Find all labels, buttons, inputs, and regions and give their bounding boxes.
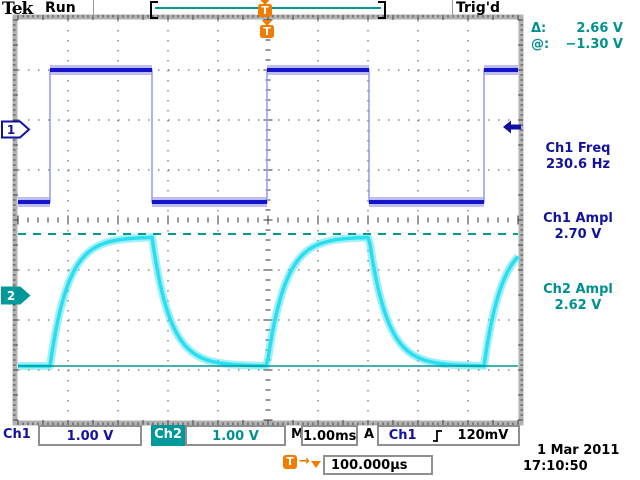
record-view-bracket-right (378, 1, 386, 19)
svg-text:T: T (263, 25, 271, 38)
date-readout: 1 Mar 2011 (537, 443, 620, 458)
measurement-value: 2.62 V (554, 298, 602, 313)
trigger-source: Ch1 (388, 427, 417, 443)
ch1-label: Ch1 (3, 427, 31, 442)
measurement-label: Ch2 Ampl (543, 282, 613, 297)
trigger-delay-icon: T (283, 455, 297, 469)
trigger-position-icon (260, 25, 274, 38)
time-readout: 17:10:50 (523, 459, 588, 474)
ch1-trace-edges (18, 69, 518, 203)
cursor-at-value: −1.30 V (565, 37, 623, 52)
cursor-at-row: @: −1.30 V (531, 37, 623, 53)
ch2-ground-marker: 2 (1, 286, 31, 305)
trigger-markers: TT (258, 0, 521, 134)
cursor-readout: Δ: 2.66 V @: −1.30 V (531, 21, 623, 53)
ch1-ground-marker: 1 (1, 120, 31, 139)
ch2-trace-glow (16, 233, 522, 370)
trigger-level-readout: 120mV (457, 427, 509, 443)
svg-text:T: T (261, 4, 269, 17)
ch2-scale-readout: 1.00 V (185, 425, 286, 446)
record-view-bracket-left (150, 1, 158, 19)
measurement-value: 230.6 Hz (545, 157, 611, 172)
ch2-label: Ch2 (151, 425, 185, 446)
measurement-ch1-ampl: Ch1 Ampl 2.70 V (522, 211, 634, 243)
measurement-ch2-ampl: Ch2 Ampl 2.62 V (522, 282, 634, 314)
trigger-level-arrow (503, 120, 521, 134)
trigger-readout: Ch1 120mV (377, 425, 520, 446)
header-divider (452, 0, 453, 17)
acquisition-status: Run (45, 0, 76, 16)
timebase-label: M (291, 427, 304, 442)
voltage-cursors (18, 233, 518, 367)
cursor-at-label: @: (531, 37, 550, 52)
ch1-trace-glow (18, 65, 518, 207)
header-divider (93, 0, 94, 17)
measurement-label: Ch1 Freq (545, 141, 611, 156)
waveforms (16, 65, 522, 370)
cursor-delta-value: 2.66 V (576, 21, 623, 36)
timebase-readout: 1.00ms (301, 425, 358, 446)
cursor-delta-label: Δ: (531, 21, 547, 36)
record-view-line (155, 7, 381, 9)
trigger-delay-readout: 100.000µs (323, 455, 433, 475)
measurement-ch1-freq: Ch1 Freq 230.6 Hz (522, 141, 634, 173)
trigger-position-record-icon (258, 4, 272, 17)
trigger-delay-arrow-icon: → (299, 454, 310, 469)
graticule-frame (12, 14, 524, 426)
ch2-marker-label: 2 (7, 289, 15, 303)
rising-edge-icon (432, 429, 442, 442)
measurement-value: 2.70 V (554, 227, 602, 242)
trigger-delay-triangle-icon (311, 461, 321, 468)
ch1-marker-label: 1 (7, 123, 15, 137)
ch1-trace (18, 68, 518, 204)
trigger-mode-label: A (364, 427, 375, 442)
graticule-grid (17, 19, 519, 421)
cursor-delta-row: Δ: 2.66 V (531, 21, 623, 37)
measurement-label: Ch1 Ampl (543, 211, 613, 226)
ch1-scale-readout: 1.00 V (38, 425, 142, 446)
ch2-trace (18, 235, 520, 368)
trigger-status: Trig'd (456, 0, 501, 16)
tek-logo: Tek (2, 0, 33, 19)
